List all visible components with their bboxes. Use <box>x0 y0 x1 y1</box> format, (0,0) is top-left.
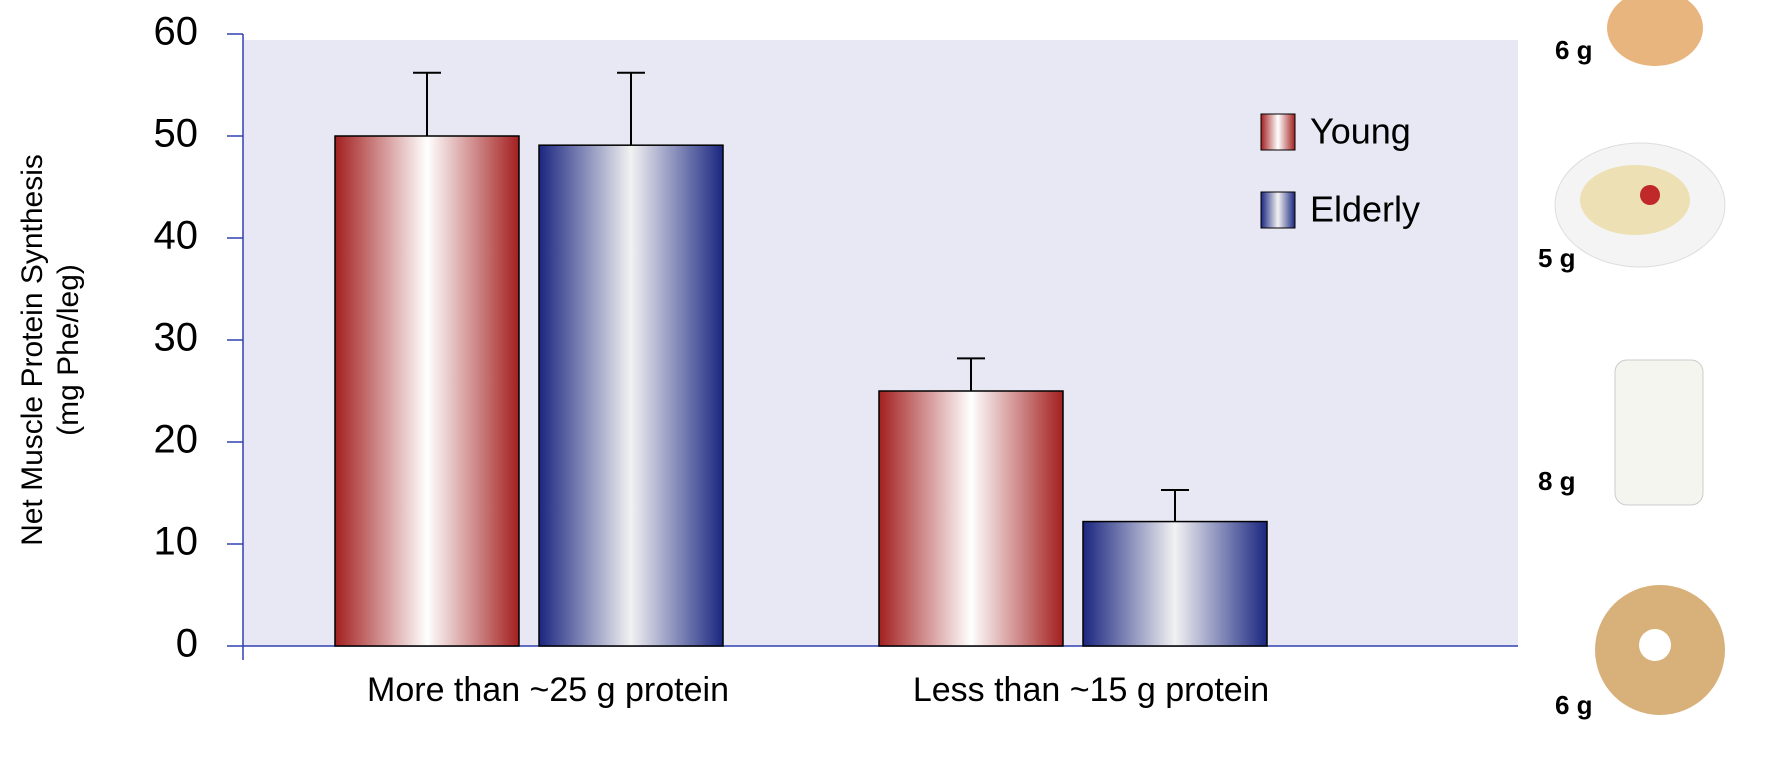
food-label: 6 g <box>1555 690 1593 720</box>
chart: Net Muscle Protein Synthesis (mg Phe/leg… <box>0 0 1770 779</box>
y-tick-label: 20 <box>154 418 199 462</box>
bar <box>335 136 519 646</box>
y-axis-title: Net Muscle Protein Synthesis <box>16 154 49 546</box>
food-label: 8 g <box>1538 466 1576 496</box>
y-tick-label: 0 <box>176 622 198 666</box>
y-tick-label: 60 <box>154 10 199 54</box>
bar <box>1083 522 1267 646</box>
egg-icon <box>1607 0 1703 66</box>
milk-icon <box>1615 360 1703 505</box>
berry-icon <box>1640 185 1660 205</box>
x-tick-label: More than ~25 g protein <box>367 671 729 709</box>
x-tick-label: Less than ~15 g protein <box>913 671 1269 709</box>
food-label: 5 g <box>1538 243 1576 273</box>
y-tick-label: 10 <box>154 520 199 564</box>
legend-label: Young <box>1310 111 1411 152</box>
y-axis-title: (mg Phe/leg) <box>52 264 85 436</box>
oatmeal-icon <box>1580 165 1690 235</box>
food-label: 6 g <box>1555 35 1593 65</box>
foods <box>1555 0 1725 715</box>
bar <box>539 145 723 646</box>
legend-swatch <box>1261 114 1295 150</box>
legend-swatch <box>1261 192 1295 228</box>
bagel-hole <box>1639 629 1671 661</box>
y-tick-label: 40 <box>154 214 199 258</box>
y-tick-label: 30 <box>154 316 199 360</box>
y-tick-label: 50 <box>154 112 199 156</box>
bar <box>879 391 1063 646</box>
legend-label: Elderly <box>1310 189 1420 230</box>
